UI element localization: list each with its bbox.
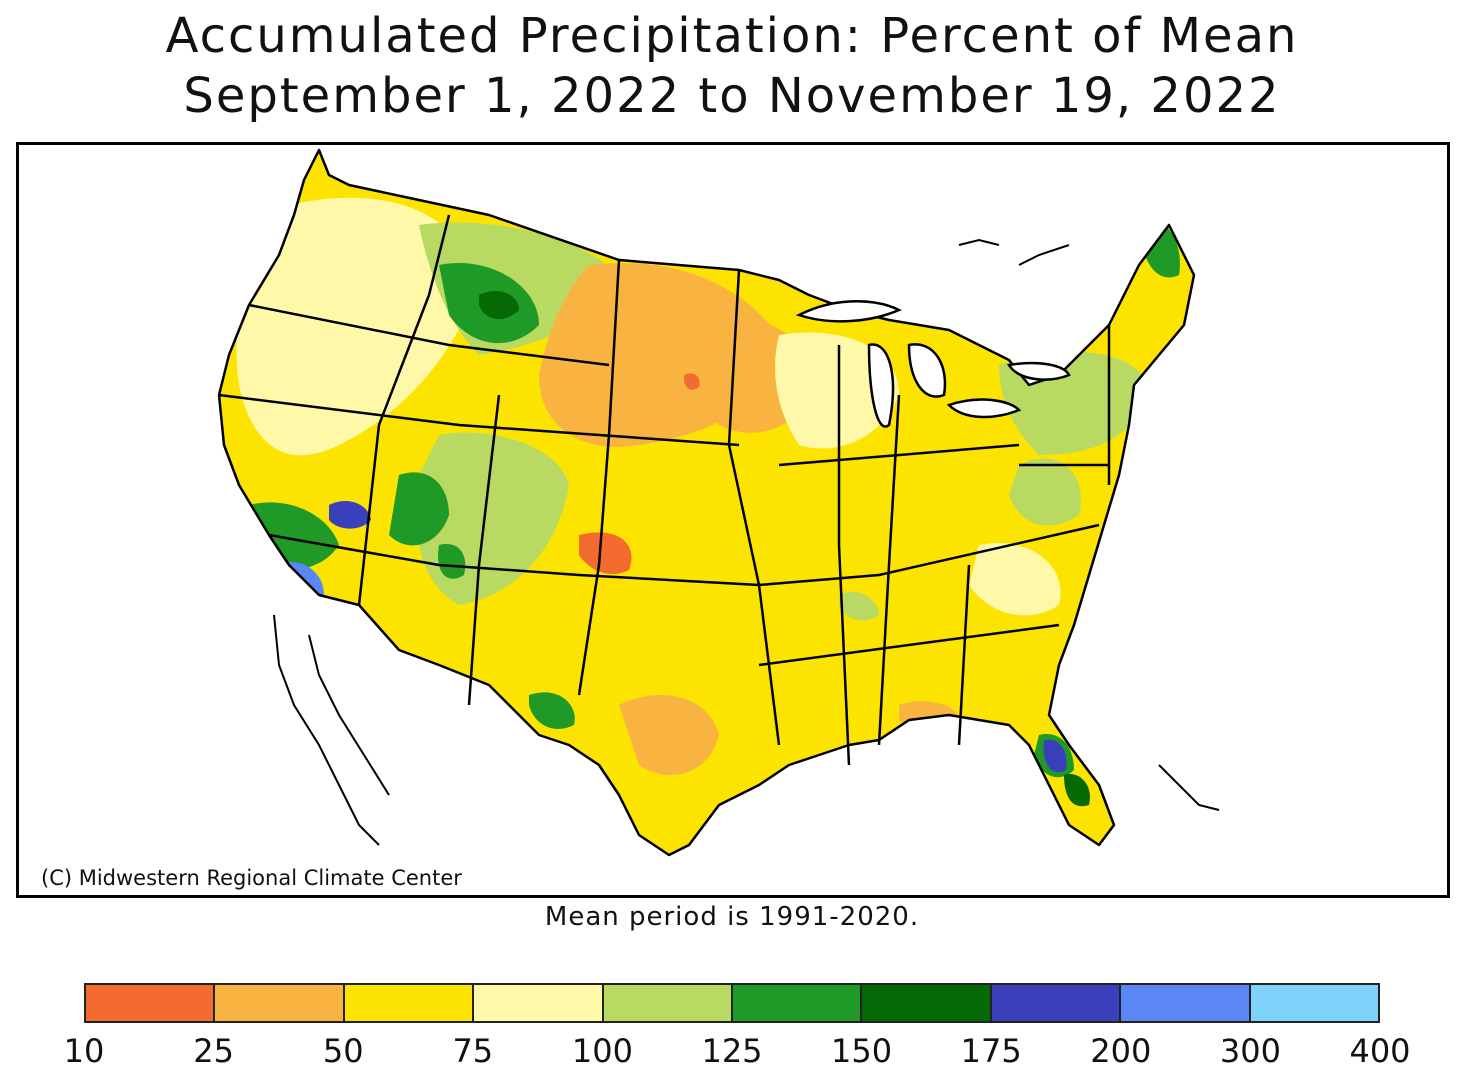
legend-swatch [344,985,475,1021]
legend-swatch [603,985,734,1021]
us-precipitation-map: (C) Midwestern Regional Climate Center [41,148,1220,890]
legend-tick-label: 125 [701,1032,763,1070]
legend-swatch [1121,985,1251,1021]
copyright-label: (C) Midwestern Regional Climate Center [41,866,462,890]
legend-tick-label: 75 [452,1032,494,1070]
legend-tick-label: 25 [193,1032,234,1070]
map-date-range: September 1, 2022 to November 19, 2022 [183,68,1281,124]
mean-period-note: Mean period is 1991-2020. [544,902,920,932]
legend-tick-label: 300 [1219,1032,1281,1070]
legend-swatch [474,985,604,1021]
legend-tick-label: 175 [960,1032,1022,1070]
legend-swatch [86,985,216,1021]
coastline-fragments [273,238,1220,846]
legend-tick-label: 150 [831,1032,893,1070]
map-frame: (C) Midwestern Regional Climate Center [16,142,1450,898]
legend-swatch [215,985,345,1021]
precipitation-fill [219,150,1194,855]
legend-swatch [862,985,992,1021]
map-title: Accumulated Precipitation: Percent of Me… [165,8,1299,64]
legend-bar [84,983,1380,1023]
legend-tick-label: 200 [1090,1032,1152,1070]
legend-tick-label: 10 [63,1032,105,1070]
legend-tick-label: 400 [1349,1032,1411,1070]
state-borders [217,148,1196,857]
legend-swatch [1250,985,1379,1021]
great-lakes [795,300,1071,428]
legend-tick-label: 50 [322,1032,364,1070]
legend-swatch [991,985,1122,1021]
legend-tick-label: 100 [571,1032,633,1070]
legend-swatch [733,985,863,1021]
